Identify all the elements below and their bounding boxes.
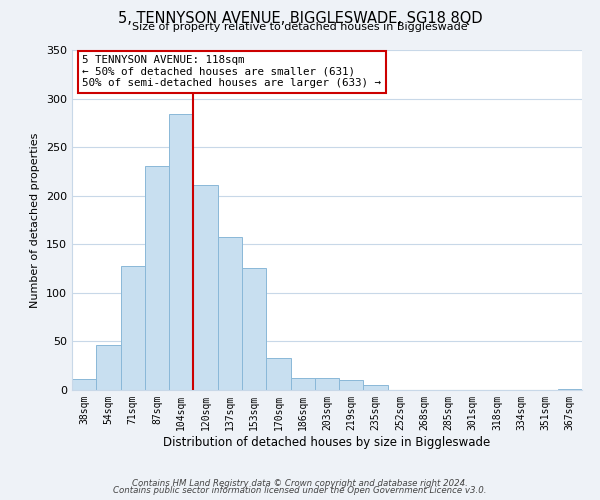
Text: Size of property relative to detached houses in Biggleswade: Size of property relative to detached ho… xyxy=(132,22,468,32)
Bar xyxy=(242,268,266,390)
Text: 5, TENNYSON AVENUE, BIGGLESWADE, SG18 8QD: 5, TENNYSON AVENUE, BIGGLESWADE, SG18 8Q… xyxy=(118,11,482,26)
Bar xyxy=(339,380,364,390)
X-axis label: Distribution of detached houses by size in Biggleswade: Distribution of detached houses by size … xyxy=(163,436,491,448)
Bar xyxy=(121,266,145,390)
Bar xyxy=(145,166,169,390)
Text: 5 TENNYSON AVENUE: 118sqm
← 50% of detached houses are smaller (631)
50% of semi: 5 TENNYSON AVENUE: 118sqm ← 50% of detac… xyxy=(82,55,381,88)
Text: Contains public sector information licensed under the Open Government Licence v3: Contains public sector information licen… xyxy=(113,486,487,495)
Bar xyxy=(193,185,218,390)
Bar xyxy=(290,378,315,390)
Bar xyxy=(364,385,388,390)
Bar xyxy=(266,358,290,390)
Y-axis label: Number of detached properties: Number of detached properties xyxy=(31,132,40,308)
Bar xyxy=(315,378,339,390)
Bar xyxy=(72,380,96,390)
Bar xyxy=(169,114,193,390)
Bar xyxy=(558,389,582,390)
Text: Contains HM Land Registry data © Crown copyright and database right 2024.: Contains HM Land Registry data © Crown c… xyxy=(132,478,468,488)
Bar xyxy=(218,238,242,390)
Bar xyxy=(96,346,121,390)
